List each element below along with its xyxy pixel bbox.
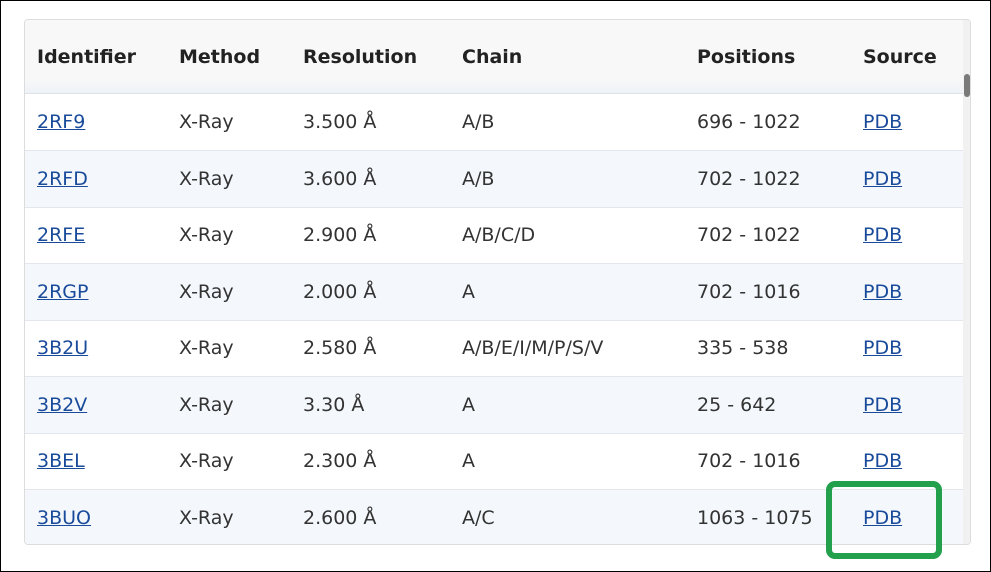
table-cell: 2.580 Å xyxy=(303,337,377,359)
table-cell: A xyxy=(462,450,475,472)
identifier-link[interactable]: 2RF9 xyxy=(37,111,86,133)
table-cell: A xyxy=(462,280,475,303)
identifier-link[interactable]: 2RFD xyxy=(37,167,88,190)
table-cell: A/C xyxy=(462,506,495,529)
table-cell: 2.300 Å xyxy=(303,450,377,472)
table-cell: 335 - 538 xyxy=(697,337,789,359)
table-cell: X-Ray xyxy=(179,167,234,190)
table-row: 3BEL X-Ray 2.300 Å A 702 - 1016 PDB xyxy=(25,433,963,490)
identifier-link[interactable]: 3BEL xyxy=(37,450,85,472)
identifier-link[interactable]: 2RGP xyxy=(37,280,89,303)
source-link[interactable]: PDB xyxy=(863,506,903,529)
table-cell: 3.500 Å xyxy=(303,111,377,133)
table-cell: X-Ray xyxy=(179,111,234,133)
scrollbar[interactable] xyxy=(963,20,970,544)
identifier-link[interactable]: 3BUO xyxy=(37,506,91,529)
identifier-link[interactable]: 3B2U xyxy=(37,337,89,359)
column-header[interactable]: Source xyxy=(863,45,937,68)
structures-table: Identifier Method Resolution Chain Positions… xyxy=(24,19,971,545)
identifier-link[interactable]: 2RFE xyxy=(37,224,86,246)
table-row: 3B2V X-Ray 3.30 Å A 25 - 642 PDB xyxy=(25,376,963,434)
table-cell: X-Ray xyxy=(179,280,234,303)
column-header[interactable]: Resolution xyxy=(303,45,418,68)
table-row: 2RF9 X-Ray 3.500 Å A/B 696 - 1022 PDB xyxy=(25,94,963,151)
table-cell: 702 - 1016 xyxy=(697,280,801,303)
table-cell: 2.900 Å xyxy=(303,224,377,246)
highlight-box xyxy=(826,481,942,559)
column-header[interactable]: Method xyxy=(179,45,261,68)
table-cell: 702 - 1022 xyxy=(697,167,801,190)
table-cell: 3.30 Å xyxy=(303,393,365,416)
column-header[interactable]: Identifier xyxy=(37,45,137,68)
source-link[interactable]: PDB xyxy=(863,167,903,190)
table-cell: 702 - 1016 xyxy=(697,450,801,472)
table-cell: 2.000 Å xyxy=(303,280,377,303)
source-link[interactable]: PDB xyxy=(863,111,903,133)
source-link[interactable]: PDB xyxy=(863,280,903,303)
table-row: 2RGP X-Ray 2.000 Å A 702 - 1016 PDB xyxy=(25,263,963,321)
table-cell: X-Ray xyxy=(179,224,234,246)
column-header[interactable]: Chain xyxy=(462,45,523,68)
table-cell: 696 - 1022 xyxy=(697,111,801,133)
table-cell: 1063 - 1075 xyxy=(697,506,813,529)
table-cell: X-Ray xyxy=(179,450,234,472)
table-cell: A/B xyxy=(462,167,495,190)
table-cell: A/B/E/I/M/P/S/V xyxy=(462,337,604,359)
source-link[interactable]: PDB xyxy=(863,337,903,359)
table-cell: A/B xyxy=(462,111,495,133)
source-link[interactable]: PDB xyxy=(863,450,903,472)
identifier-link[interactable]: 3B2V xyxy=(37,393,88,416)
table-cell: 2.600 Å xyxy=(303,506,377,529)
table-cell: X-Ray xyxy=(179,393,234,416)
source-link[interactable]: PDB xyxy=(863,224,903,246)
source-link[interactable]: PDB xyxy=(863,393,903,416)
table-header: Identifier Method Resolution Chain Positions… xyxy=(25,20,963,94)
table-cell: A xyxy=(462,393,475,416)
table-row: 2RFE X-Ray 2.900 Å A/B/C/D 702 - 1022 PDB xyxy=(25,207,963,264)
table-row: 2RFD X-Ray 3.600 Å A/B 702 - 1022 PDB xyxy=(25,150,963,208)
table-cell: X-Ray xyxy=(179,337,234,359)
column-header[interactable]: Positions xyxy=(697,45,796,68)
table-cell: 702 - 1022 xyxy=(697,224,801,246)
table-cell: A/B/C/D xyxy=(462,224,536,246)
table-cell: 25 - 642 xyxy=(697,393,777,416)
scrollbar-thumb[interactable] xyxy=(964,74,970,97)
table-row: 3BUO X-Ray 2.600 Å A/C 1063 - 1075 PDB xyxy=(25,489,963,544)
table-cell: X-Ray xyxy=(179,506,234,529)
table-cell: 3.600 Å xyxy=(303,167,377,190)
table-row: 3B2U X-Ray 2.580 Å A/B/E/I/M/P/S/V 335 - 538… xyxy=(25,320,963,377)
